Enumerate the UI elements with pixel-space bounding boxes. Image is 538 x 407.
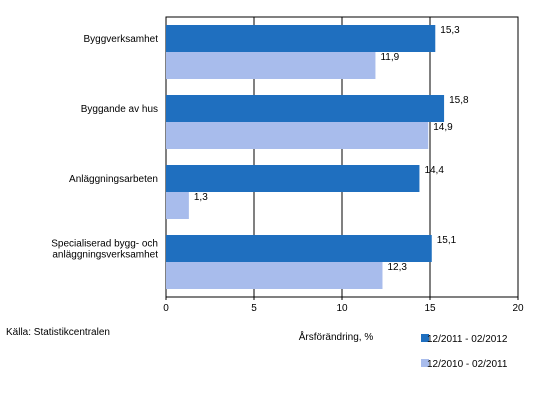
data-label-s1-c2: 1,3 [194,192,208,203]
legend-swatch-0 [421,334,429,342]
xtick-label-3: 15 [424,303,436,314]
bar-s0-c3 [166,235,432,262]
bar-s1-c0 [166,52,376,79]
legend-label-0: 12/2011 - 02/2012 [427,334,508,345]
data-label-s0-c1: 15,8 [449,95,469,106]
xtick-label-2: 10 [336,303,348,314]
data-label-s0-c3: 15,1 [437,235,457,246]
bar-s1-c1 [166,122,429,149]
bar-s0-c2 [166,165,420,192]
category-label-1-0: Byggande av hus [81,104,158,115]
data-label-s1-c1: 14,9 [433,122,453,133]
data-label-s0-c2: 14,4 [424,165,444,176]
bar-s1-c3 [166,262,383,289]
bar-s0-c1 [166,95,445,122]
bar-s0-c0 [166,25,436,52]
x-axis-label: Årsförändring, % [299,330,374,343]
source-note: Källa: Statistikcentralen [6,327,110,338]
data-label-s1-c3: 12,3 [387,262,407,273]
xtick-label-0: 0 [163,303,169,314]
legend-label-1: 12/2010 - 02/2011 [427,359,508,370]
bar-s1-c2 [166,192,189,219]
data-label-s0-c0: 15,3 [440,25,460,36]
category-label-0-0: Byggverksamhet [84,34,159,45]
category-label-3-1: anläggningsverksamhet [52,250,158,261]
category-label-2-0: Anläggningsarbeten [69,174,158,185]
data-label-s1-c0: 11,9 [380,52,399,63]
category-label-3-0: Specialiserad bygg- och [51,239,158,250]
xtick-label-4: 20 [512,303,524,314]
legend-swatch-1 [421,359,429,367]
xtick-label-1: 5 [251,303,257,314]
